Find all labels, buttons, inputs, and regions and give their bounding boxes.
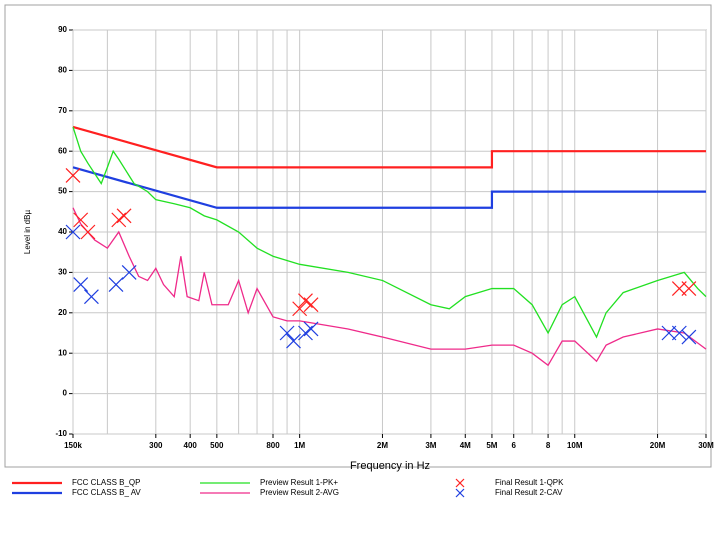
- cross-stroke: [681, 329, 697, 345]
- cross-marker: [671, 325, 687, 341]
- cross-stroke: [65, 224, 81, 240]
- x-tick-label: 400: [184, 441, 198, 450]
- cross-marker: [73, 277, 89, 292]
- legend-label: FCC CLASS B_QP: [72, 478, 140, 487]
- cross-stroke: [121, 264, 137, 280]
- cross-stroke: [455, 478, 465, 488]
- legend-label: Final Result 2-CAV: [495, 488, 563, 497]
- cross-marker: [65, 168, 81, 183]
- x-tick-label: 1M: [294, 441, 305, 450]
- legend-label: Final Result 1-QPK: [495, 478, 564, 487]
- chart-frame: [4, 4, 712, 468]
- cross-marker: [121, 264, 137, 280]
- series-line: [72, 207, 707, 367]
- x-tick-label: 4M: [460, 441, 471, 450]
- cross-stroke: [80, 224, 96, 240]
- x-tick-label: 20M: [650, 441, 666, 450]
- x-tick-label: 150k: [64, 441, 82, 450]
- y-tick-label: 30: [58, 268, 67, 277]
- cross-marker: [73, 212, 89, 228]
- y-tick-label: 90: [58, 25, 67, 34]
- cross-stroke: [73, 212, 89, 228]
- x-tick-label: 2M: [377, 441, 388, 450]
- x-axis-label: Frequency in Hz: [350, 460, 430, 472]
- cross-stroke: [286, 333, 301, 349]
- legend-label: FCC CLASS B_ AV: [72, 488, 141, 497]
- x-tick-label: 8: [546, 441, 551, 450]
- y-tick-label: 50: [58, 187, 67, 196]
- cross-stroke: [65, 168, 81, 183]
- cross-stroke: [108, 277, 124, 292]
- cross-stroke: [83, 289, 99, 305]
- cross-stroke: [116, 208, 132, 224]
- cross-stroke: [298, 293, 313, 309]
- y-tick-label: 40: [58, 227, 67, 236]
- y-tick-label: 60: [58, 146, 67, 155]
- x-tick-label: 800: [266, 441, 280, 450]
- legend-label: Preview Result 1-PK+: [260, 478, 338, 487]
- cross-marker: [108, 277, 124, 292]
- cross-marker: [681, 329, 697, 345]
- cross-marker: [65, 224, 81, 240]
- cross-stroke: [73, 277, 89, 292]
- x-tick-label: 6: [511, 441, 516, 450]
- cross-marker: [303, 297, 319, 313]
- cross-stroke: [303, 297, 319, 313]
- y-tick-label: 70: [58, 106, 67, 115]
- cross-stroke: [661, 325, 677, 341]
- series-line: [72, 125, 706, 169]
- cross-marker: [116, 208, 132, 224]
- y-tick-label: 20: [58, 308, 67, 317]
- y-tick-label: 0: [63, 389, 68, 398]
- x-tick-label: 10M: [567, 441, 583, 450]
- x-tick-label: 3M: [425, 441, 436, 450]
- cross-marker: [661, 325, 677, 341]
- x-tick-label: 500: [210, 441, 224, 450]
- cross-marker: [681, 281, 697, 296]
- cross-marker: [292, 301, 308, 317]
- cross-stroke: [681, 281, 697, 296]
- cross-marker: [80, 224, 96, 240]
- x-tick-label: 300: [149, 441, 163, 450]
- cross-stroke: [279, 325, 295, 341]
- cross-stroke: [303, 321, 319, 337]
- cross-marker: [279, 325, 295, 341]
- cross-marker: [455, 478, 465, 488]
- y-axis-label: Level in dBµ: [23, 210, 32, 255]
- legend-label: Preview Result 2-AVG: [260, 488, 339, 497]
- cross-stroke: [292, 301, 308, 317]
- x-tick-label: 5M: [486, 441, 497, 450]
- series-line: [72, 166, 706, 209]
- cross-marker: [303, 321, 319, 337]
- cross-stroke: [671, 325, 687, 341]
- cross-stroke: [455, 488, 465, 498]
- y-tick-label: 10: [58, 348, 67, 357]
- cross-marker: [83, 289, 99, 305]
- series-line: [72, 126, 707, 339]
- x-tick-label: 30M: [698, 441, 714, 450]
- y-tick-label: -10: [55, 429, 67, 438]
- cross-marker: [286, 333, 301, 349]
- y-tick-label: 80: [58, 66, 67, 75]
- cross-marker: [455, 488, 465, 498]
